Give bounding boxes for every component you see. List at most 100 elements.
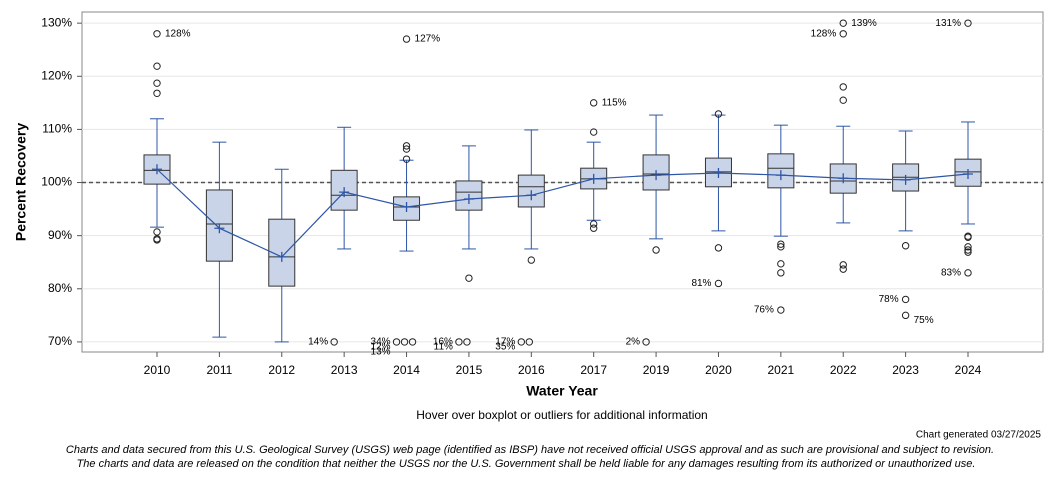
outlier	[839, 261, 847, 269]
x-tick-label: 2010	[144, 363, 171, 377]
y-tick-label: 120%	[41, 68, 72, 82]
outlier	[589, 224, 598, 232]
outlier-label: 115%	[602, 97, 627, 108]
mean-marker	[152, 164, 162, 175]
outlier	[901, 295, 910, 304]
y-tick-label: 100%	[41, 175, 72, 189]
outlier	[901, 242, 910, 250]
outlier-label: 2%	[626, 337, 641, 348]
mean-marker	[401, 201, 412, 212]
outlier	[589, 99, 598, 107]
box	[704, 157, 732, 188]
outlier	[153, 30, 161, 38]
x-tick-label: 2022	[830, 363, 857, 377]
outlier-label: 78%	[879, 294, 899, 305]
outlier	[777, 260, 785, 268]
mean-line	[156, 168, 969, 258]
x-tick-label: 2011	[206, 363, 232, 377]
offscale-outlier	[839, 19, 847, 27]
outlier	[153, 89, 161, 97]
disclaimer: Charts and data secured from this U.S. G…	[66, 444, 994, 456]
mean-marker	[775, 170, 786, 181]
outlier-label: 34%	[371, 337, 391, 348]
outlier	[589, 220, 598, 228]
outlier-label: 83%	[941, 267, 961, 278]
offscale-outlier	[455, 338, 463, 346]
y-tick-label: 110%	[42, 122, 72, 136]
outlier	[652, 246, 660, 254]
outlier	[153, 228, 161, 236]
offscale-outlier	[964, 19, 972, 27]
mean-marker	[838, 173, 849, 184]
outlier	[839, 265, 847, 273]
offscale-outlier	[463, 338, 471, 346]
outlier	[402, 155, 411, 163]
x-axis-label: Water Year	[526, 383, 598, 399]
outlier	[964, 248, 972, 256]
mean-marker	[900, 174, 911, 185]
y-axis-label: Percent Recovery	[13, 123, 29, 242]
x-tick-label: 2021	[767, 363, 794, 377]
x-tick-label: 2015	[456, 363, 483, 377]
outlier-label: 139%	[851, 18, 877, 29]
outlier-label: 11%	[434, 342, 453, 353]
mean-marker	[588, 173, 599, 184]
outlier-label: 13%	[371, 347, 391, 358]
outlier-label: 75%	[914, 315, 934, 326]
outlier	[839, 30, 847, 38]
mean-marker	[214, 223, 225, 234]
x-tick-label: 2014	[393, 363, 420, 377]
outlier	[964, 233, 972, 241]
offscale-outlier	[330, 338, 338, 346]
x-tick-label: 2023	[892, 363, 919, 377]
outlier-label: 128%	[165, 28, 191, 39]
outlier	[901, 311, 910, 320]
outlier-label: 128%	[811, 28, 837, 39]
outlier-label: 81%	[691, 278, 711, 289]
outlier	[589, 128, 598, 136]
mean-marker	[963, 169, 973, 180]
outlier	[714, 244, 723, 252]
outlier	[402, 145, 411, 153]
outlier-label: 131%	[935, 18, 961, 29]
offscale-outlier	[400, 338, 409, 346]
outlier	[777, 306, 785, 314]
outlier	[777, 243, 785, 251]
x-tick-label: 2017	[580, 363, 607, 377]
x-tick-label: 2020	[705, 363, 732, 377]
offscale-outlier	[525, 338, 534, 346]
outlier	[964, 246, 972, 254]
outlier	[527, 256, 536, 264]
outlier	[153, 236, 161, 244]
outlier	[839, 83, 847, 91]
y-tick-label: 70%	[48, 334, 72, 348]
offscale-outlier	[392, 338, 401, 346]
generated-note: Chart generated 03/27/2025	[916, 430, 1042, 441]
mean-marker	[526, 190, 537, 201]
outlier-label: 16%	[433, 337, 453, 348]
x-tick-label: 2024	[955, 363, 982, 377]
outlier-label: 12%	[371, 342, 391, 353]
outlier	[777, 240, 785, 248]
mean-marker	[339, 187, 350, 198]
y-tick-label: 90%	[48, 228, 72, 242]
outlier-label: 127%	[415, 34, 441, 45]
subtitle: Hover over boxplot or outliers for addit…	[416, 408, 707, 422]
outlier	[839, 96, 847, 104]
offscale-outlier	[517, 338, 526, 346]
outlier	[714, 279, 723, 288]
mean-marker	[463, 194, 474, 204]
outlier	[465, 274, 473, 282]
mean-marker	[276, 251, 287, 262]
mean-marker	[651, 170, 662, 181]
x-tick-label: 2016	[518, 363, 545, 377]
outlier	[402, 35, 411, 43]
disclaimer: The charts and data are released on the …	[77, 458, 976, 470]
outlier-label: 17%	[495, 337, 515, 348]
outlier	[964, 269, 972, 277]
x-tick-label: 2012	[268, 363, 295, 377]
y-tick-label: 80%	[48, 281, 72, 295]
offscale-outlier	[642, 338, 650, 346]
outlier	[964, 243, 972, 251]
outlier-label: 14%	[308, 337, 328, 348]
